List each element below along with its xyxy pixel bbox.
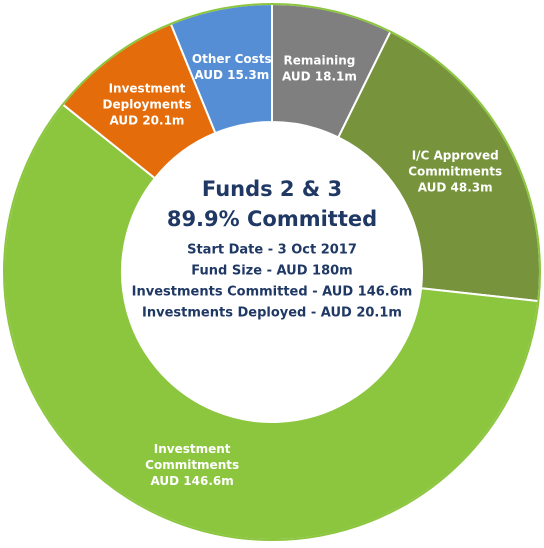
segment-category: I/C Approved bbox=[412, 148, 499, 162]
segment-label: Remaining AUD 18.1m bbox=[282, 53, 357, 83]
segment-category: Commitments bbox=[145, 458, 239, 472]
segment-value-label: AUD 15.3m bbox=[194, 67, 269, 81]
chart-title: Funds 2 & 3 bbox=[202, 177, 342, 201]
segment-label: I/C Approved Commitments AUD 48.3m bbox=[408, 148, 502, 194]
center-note: Start Date - 3 Oct 2017 bbox=[187, 243, 357, 258]
center-note: Investments Committed - AUD 146.6m bbox=[132, 285, 413, 300]
center-note: Investments Deployed - AUD 20.1m bbox=[142, 306, 402, 321]
segment-value-label: AUD 18.1m bbox=[282, 69, 357, 83]
outer-ring bbox=[3, 3, 541, 541]
segment-label: Investment Deployments AUD 20.1m bbox=[103, 81, 192, 127]
segment-value-label: AUD 48.3m bbox=[418, 180, 493, 194]
segment-label: Investment Commitments AUD 146.6m bbox=[145, 442, 239, 488]
segment-value-label: AUD 20.1m bbox=[110, 113, 185, 127]
segment-label: Other Costs AUD 15.3m bbox=[192, 51, 272, 81]
segment-value-label: AUD 146.6m bbox=[151, 474, 234, 488]
segment-category: Commitments bbox=[408, 164, 502, 178]
center-note: Fund Size - AUD 180m bbox=[191, 264, 352, 279]
segment-category: Other Costs bbox=[192, 51, 272, 65]
chart-subtitle: 89.9% Committed bbox=[167, 207, 377, 231]
segment-category: Investment bbox=[109, 81, 186, 95]
segment-category: Remaining bbox=[283, 53, 355, 67]
segment-category: Deployments bbox=[103, 97, 192, 111]
segment-category: Investment bbox=[154, 442, 231, 456]
